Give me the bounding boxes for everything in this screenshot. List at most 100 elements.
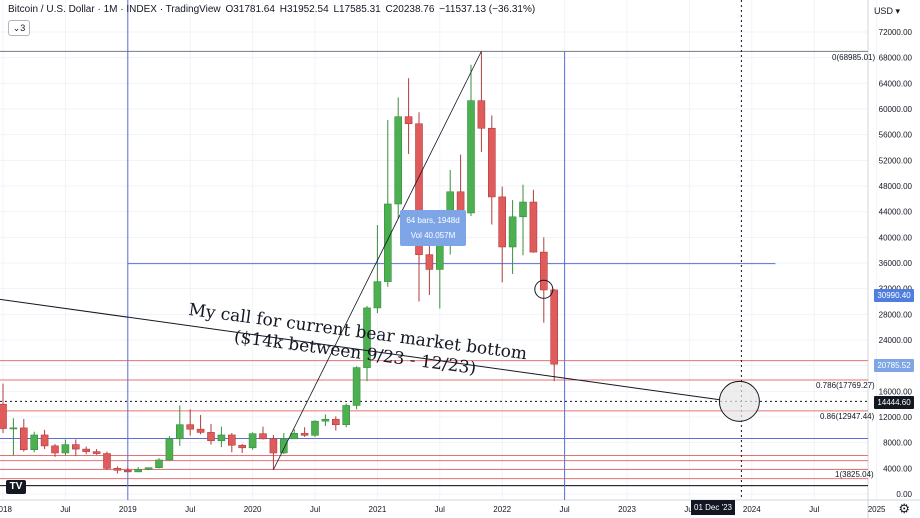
- candle-body: [144, 467, 153, 470]
- ohlc-open: O31781.64: [225, 4, 275, 15]
- candle-body: [529, 201, 538, 253]
- y-tick-label: 24000.00: [879, 336, 913, 345]
- tooltip-bars: 64 bars, 1948d: [406, 216, 460, 225]
- candle-body: [279, 438, 288, 454]
- x-tick-label: 2020: [244, 505, 262, 514]
- legend-header: Bitcoin / U.S. Dollar · 1M · INDEX · Tra…: [8, 4, 537, 15]
- x-tick-label: 2018: [0, 505, 12, 514]
- candle-body: [342, 405, 351, 426]
- ohlc-high: H31952.54: [279, 4, 329, 15]
- candle-body: [269, 438, 278, 454]
- candle-body: [176, 424, 184, 440]
- y-tick-label: 52000.00: [879, 156, 913, 165]
- ohlc-change: −11537.13 (−36.31%): [439, 4, 536, 15]
- candle-body: [394, 116, 403, 205]
- candle-body: [539, 251, 548, 291]
- candle-body: [51, 445, 59, 454]
- x-tick-label: 2023: [618, 505, 636, 514]
- candle-body: [311, 420, 319, 436]
- candle-body: [19, 427, 28, 451]
- candle-body: [331, 418, 340, 425]
- candle-body: [30, 434, 39, 451]
- candle-body: [519, 201, 527, 218]
- candle-body: [0, 403, 7, 429]
- candle-body: [207, 432, 215, 442]
- candle-body: [508, 216, 517, 248]
- fib-label-0786: 0.786(17769.27): [816, 381, 875, 390]
- x-tick-label: Jul: [809, 505, 819, 514]
- highlight-circle: [534, 279, 554, 299]
- candle-body: [61, 444, 70, 454]
- x-tick-label: Jul: [185, 505, 195, 514]
- candle-body: [155, 459, 163, 468]
- indicator-count: 3: [20, 23, 26, 33]
- fib-label-086: 0.86(12947.44): [820, 412, 875, 421]
- y-tick-label: 40000.00: [879, 233, 913, 242]
- candle-body: [113, 468, 122, 471]
- indicators-toggle-button[interactable]: ⌄3: [8, 20, 30, 36]
- candle-body: [477, 100, 486, 129]
- price-tag-crosshair: 14444.60: [874, 396, 914, 409]
- x-tick-label: 2024: [743, 505, 761, 514]
- x-tick-label: 2025: [868, 505, 886, 514]
- candle-body: [72, 444, 80, 450]
- candle-body: [82, 448, 90, 452]
- y-tick-label: 56000.00: [879, 131, 913, 140]
- candle-body: [415, 123, 423, 255]
- candle-body: [425, 254, 434, 270]
- candle-body: [321, 418, 330, 422]
- fib-label-1: 1(3825.04): [835, 470, 874, 479]
- y-tick-label: 12000.00: [879, 413, 913, 422]
- y-tick-label: 4000.00: [883, 464, 912, 473]
- y-tick-label: 0.00: [896, 490, 912, 499]
- candle-body: [165, 438, 174, 461]
- candle-body: [217, 434, 226, 442]
- fib-label-0: 0(68985.01): [832, 53, 876, 62]
- candle-body: [550, 289, 559, 365]
- x-tick-label: Jul: [559, 505, 569, 514]
- candle-body: [467, 100, 475, 214]
- currency-label: USD: [873, 6, 893, 16]
- currency-button[interactable]: USD ▾: [874, 6, 900, 17]
- ohlc-close: C20238.76: [385, 4, 435, 15]
- crosshair-date-tag: 01 Dec '23: [691, 500, 735, 515]
- target-circle: [718, 380, 760, 422]
- y-tick-label: 44000.00: [879, 208, 913, 217]
- candle-body: [487, 127, 496, 198]
- x-tick-label: Jul: [60, 505, 70, 514]
- candle-body: [290, 433, 299, 440]
- candle-body: [373, 281, 382, 309]
- candle-body: [9, 427, 18, 430]
- y-tick-label: 64000.00: [879, 79, 913, 88]
- candle-body: [259, 433, 267, 440]
- y-tick-label: 8000.00: [883, 439, 912, 448]
- candle-body: [404, 116, 413, 125]
- candle-body: [40, 434, 49, 447]
- candle-body: [238, 444, 246, 449]
- candle-body: [186, 424, 194, 430]
- y-tick-label: 16000.00: [879, 387, 913, 396]
- candle-body: [103, 453, 111, 469]
- y-tick-label: 48000.00: [879, 182, 913, 191]
- candle-body: [363, 307, 371, 368]
- candle-body: [498, 196, 507, 248]
- candle-body: [196, 428, 205, 433]
- y-tick-label: 68000.00: [879, 54, 913, 63]
- price-tag-last: 20785.52: [874, 359, 914, 372]
- y-tick-label: 28000.00: [879, 310, 913, 319]
- candle-body: [92, 451, 101, 454]
- ohlc-low: L17585.31: [333, 4, 381, 15]
- x-tick-label: 2022: [493, 505, 511, 514]
- tooltip-volume: Vol 40.057M: [410, 231, 456, 240]
- chevron-down-icon: ▾: [895, 6, 900, 16]
- candle-body: [134, 468, 142, 473]
- y-tick-label: 60000.00: [879, 105, 913, 114]
- y-tick-label: 72000.00: [879, 28, 913, 37]
- date-range-tooltip: 64 bars, 1948d Vol 40.057M: [400, 210, 466, 246]
- gear-icon[interactable]: ⚙: [898, 501, 910, 516]
- symbol-title[interactable]: Bitcoin / U.S. Dollar · 1M · INDEX · Tra…: [8, 4, 221, 15]
- x-tick-label: 2021: [369, 505, 387, 514]
